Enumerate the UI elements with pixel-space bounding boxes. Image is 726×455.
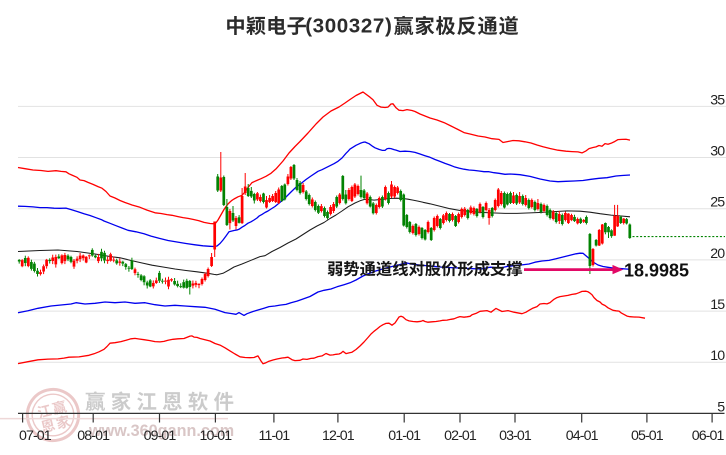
- svg-text:(300327): (300327): [305, 14, 392, 37]
- svg-text:03-01: 03-01: [499, 428, 532, 444]
- svg-text:30: 30: [710, 143, 725, 159]
- svg-text:35: 35: [710, 92, 725, 108]
- svg-text:08-01: 08-01: [77, 428, 110, 444]
- svg-text:12-01: 12-01: [322, 428, 355, 444]
- svg-text:09-01: 09-01: [144, 428, 177, 444]
- svg-text:04-01: 04-01: [566, 428, 599, 444]
- svg-text:07-01: 07-01: [19, 428, 52, 444]
- svg-text:18.9985: 18.9985: [624, 261, 689, 281]
- svg-text:10-01: 10-01: [200, 428, 233, 444]
- svg-text:05-01: 05-01: [631, 428, 664, 444]
- svg-text:10: 10: [710, 348, 725, 364]
- svg-text:11-01: 11-01: [259, 428, 291, 444]
- svg-text:01-01: 01-01: [388, 428, 421, 444]
- svg-text:20: 20: [710, 246, 725, 262]
- svg-text:06-01: 06-01: [692, 428, 725, 444]
- svg-text:15: 15: [710, 297, 725, 313]
- svg-text:02-01: 02-01: [444, 428, 477, 444]
- svg-text:25: 25: [710, 195, 725, 211]
- svg-text:5: 5: [717, 399, 725, 415]
- svg-text:www.360gann.com: www.360gann.com: [88, 422, 234, 440]
